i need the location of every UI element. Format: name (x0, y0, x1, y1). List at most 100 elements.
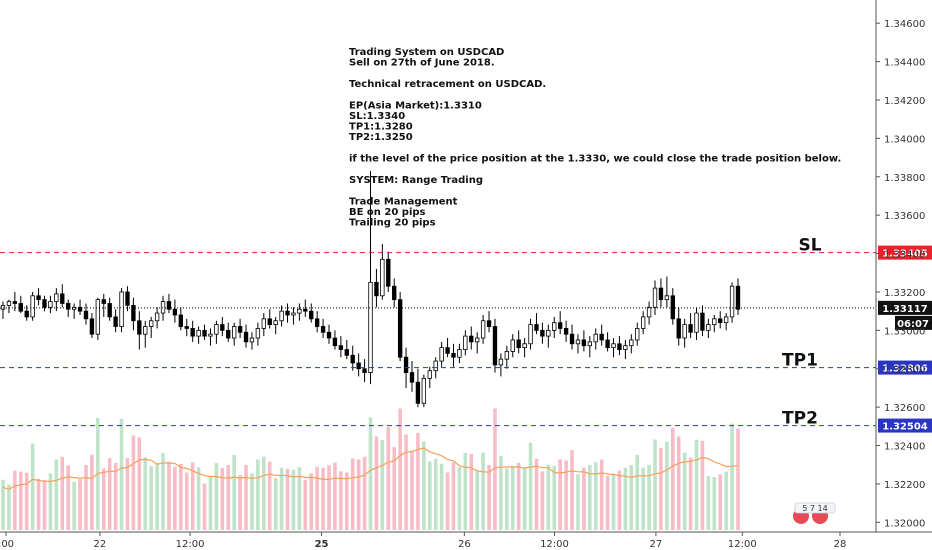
volume-bar (113, 463, 118, 530)
candle-body (125, 291, 130, 306)
volume-bar (676, 436, 681, 530)
candle-body (226, 329, 231, 339)
candlesticks (0, 171, 741, 408)
candle-body (421, 377, 427, 404)
current-price-tag: 1.33117 (882, 304, 928, 315)
candle-body (599, 333, 604, 341)
candle-body (374, 281, 379, 297)
candle-body (528, 324, 533, 345)
price-tick-label: 1.34000 (884, 134, 925, 145)
candle-body (504, 351, 510, 360)
candle-body (332, 337, 338, 347)
price-levels: SL 1.33405 TP1 1.32806 TP2 1.32504 1.33117 06:0… (0, 236, 932, 433)
candle-body (243, 331, 249, 343)
candle-body (309, 310, 314, 320)
candle-body (670, 295, 675, 320)
time-tick-label: 12:00 (176, 539, 205, 550)
volume-bar (345, 472, 349, 530)
volume-bar (398, 408, 402, 530)
price-tick-label: 1.33000 (884, 326, 925, 337)
candle-body (611, 343, 616, 349)
level-label-tp1: TP1 (782, 351, 818, 371)
candle-body (184, 326, 189, 329)
time-tick-label: 28 (834, 539, 847, 550)
volume-bar (137, 437, 142, 530)
level-label-tp2: TP2 (782, 409, 818, 429)
annotation-line: Technical retracement on USDCAD. (349, 79, 546, 90)
price-tick-label: 1.34200 (884, 96, 925, 107)
time-tick-label: 12:00 (540, 539, 569, 550)
volume-bar (629, 465, 634, 530)
price-tick-label: 1.33600 (884, 211, 925, 222)
volume-bar (291, 469, 296, 530)
volume-bar (273, 477, 278, 530)
candle-body (676, 318, 681, 339)
candle-body (522, 343, 527, 349)
volume-bar (179, 463, 183, 530)
candle-body (510, 339, 515, 352)
candle-body (427, 370, 432, 379)
volume-bar (499, 455, 503, 530)
candle-body (6, 301, 12, 306)
volume-bar (386, 427, 391, 530)
annotation-line: SYSTEM: Range Trading (349, 175, 483, 186)
candle-body (267, 318, 272, 325)
volume-bar (422, 441, 426, 530)
volume-bar (333, 462, 337, 530)
candle-body (368, 281, 373, 373)
annotation-line: SL:1.3340 (349, 111, 405, 122)
candle-body (700, 312, 705, 331)
volume-bar (13, 470, 17, 530)
candle-body (486, 320, 492, 327)
annotation-line: Trailing 20 pips (349, 218, 436, 229)
price-tick-label: 1.32800 (884, 365, 925, 376)
candle-body (735, 285, 741, 310)
events-flag-badge[interactable]: 5 7 14 (793, 502, 836, 524)
volume-bar (463, 452, 468, 530)
candle-body (439, 347, 444, 362)
candle-body (326, 331, 332, 339)
volume-bar (534, 458, 539, 530)
volume-bar (582, 467, 586, 530)
volume-bar (131, 435, 136, 530)
volume-moving-average-line (2, 447, 739, 491)
time-axis: :00 22 12:00 25 26 12:00 27 12:00 28 (0, 532, 846, 550)
volume-bar (42, 479, 47, 530)
candle-body (694, 312, 699, 333)
time-tick-label: 12:00 (728, 539, 757, 550)
volume-bar (107, 458, 112, 530)
candle-body (338, 345, 344, 350)
volume-bars (1, 408, 740, 530)
annotation-line: TP2:1.3250 (349, 132, 413, 143)
volume-bar (368, 417, 373, 530)
candle-body (492, 326, 498, 366)
candle-body (190, 328, 195, 337)
volume-bar (552, 465, 557, 530)
candle-body (457, 349, 462, 358)
candle-body (314, 318, 320, 327)
volume-bar (214, 463, 219, 530)
volume-bar (238, 475, 242, 530)
volume-bar (226, 465, 231, 530)
time-tick-label: 27 (650, 539, 663, 550)
volume-bar (528, 442, 533, 530)
volume-bar (540, 471, 545, 530)
annotation-line: Trade Management (349, 197, 458, 208)
candle-body (143, 326, 148, 335)
candle-body (587, 341, 592, 347)
volume-bar (700, 440, 705, 530)
countdown-tag-bg (895, 315, 932, 330)
volume-bar (416, 432, 420, 530)
volume-bar (647, 464, 651, 530)
candle-body (540, 329, 545, 337)
candle-body (297, 308, 302, 314)
candle-body (646, 306, 652, 318)
candle-body (344, 349, 349, 356)
level-price-tag-bg (878, 418, 932, 433)
price-tick-label: 1.33400 (884, 250, 925, 261)
volume-bar (315, 466, 319, 530)
candle-body (451, 352, 456, 358)
volume-bar (285, 468, 290, 530)
volume-bar (712, 477, 717, 530)
